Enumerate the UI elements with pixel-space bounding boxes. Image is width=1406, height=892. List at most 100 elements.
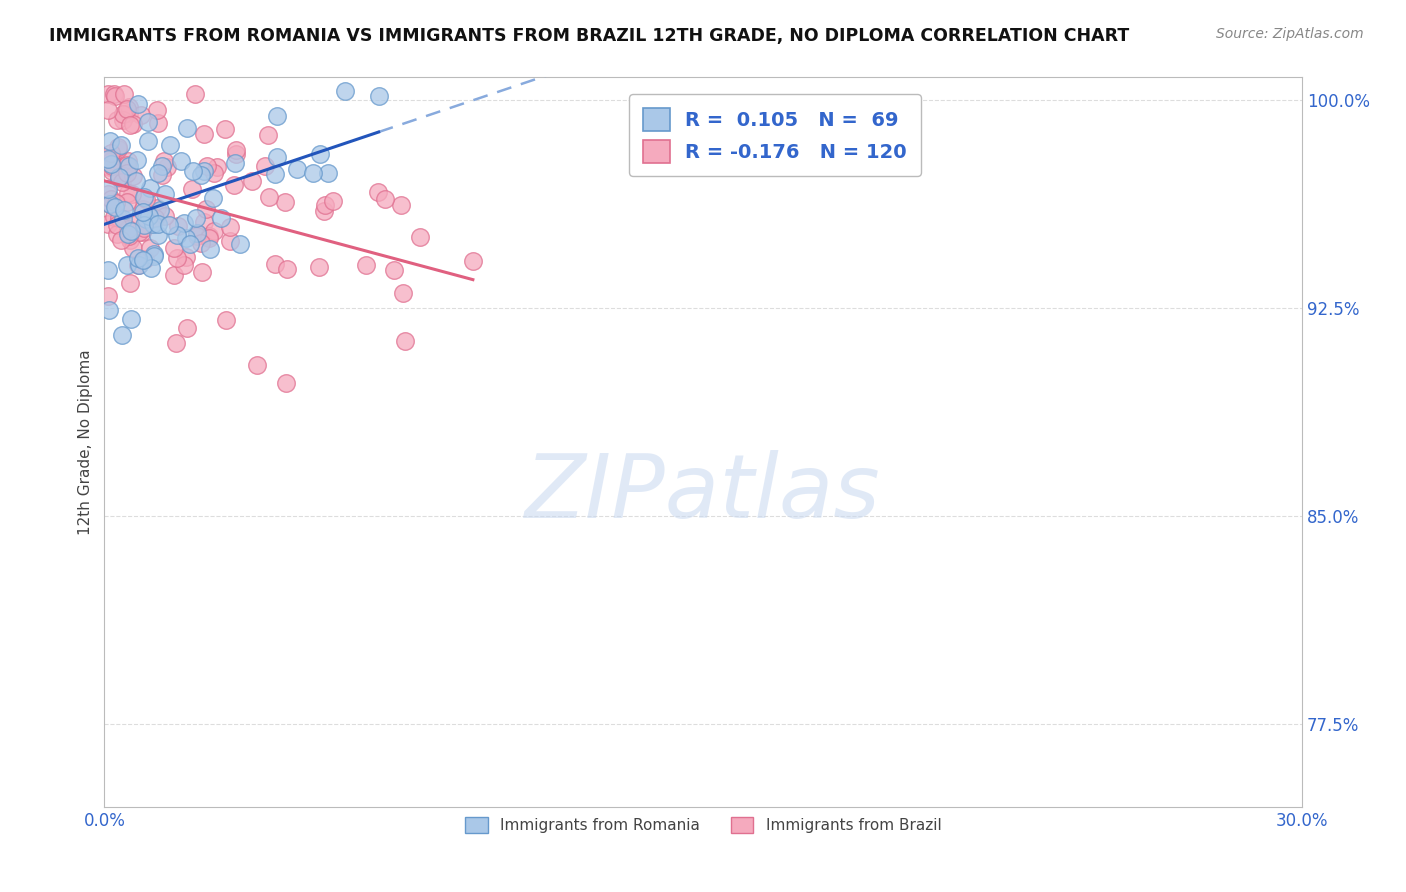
Point xyxy=(302,166,325,180)
Point xyxy=(285,161,308,176)
Point xyxy=(108,211,131,225)
Point xyxy=(105,218,128,232)
Point xyxy=(135,211,157,226)
Point xyxy=(112,107,135,121)
Point xyxy=(97,289,120,303)
Point xyxy=(163,268,186,282)
Point xyxy=(367,185,389,199)
Legend: Immigrants from Romania, Immigrants from Brazil: Immigrants from Romania, Immigrants from… xyxy=(458,811,948,839)
Point xyxy=(367,89,389,103)
Point xyxy=(117,227,139,242)
Point xyxy=(180,182,202,196)
Point xyxy=(219,234,242,248)
Point xyxy=(276,376,298,390)
Point xyxy=(100,157,122,171)
Point xyxy=(117,154,139,169)
Point xyxy=(135,193,157,207)
Point xyxy=(173,258,195,272)
Y-axis label: 12th Grade, No Diploma: 12th Grade, No Diploma xyxy=(79,350,93,535)
Point xyxy=(98,160,121,174)
Point xyxy=(143,247,166,261)
Point xyxy=(186,228,208,243)
Point xyxy=(97,263,120,277)
Point xyxy=(115,195,138,210)
Point xyxy=(139,260,162,275)
Point xyxy=(263,167,285,181)
Point xyxy=(308,260,330,274)
Point xyxy=(150,159,173,173)
Point xyxy=(100,192,122,206)
Point xyxy=(409,230,432,244)
Point xyxy=(127,153,149,167)
Point xyxy=(190,168,212,182)
Point xyxy=(335,84,357,98)
Point xyxy=(391,286,413,301)
Point xyxy=(308,147,330,161)
Point xyxy=(120,233,142,247)
Point xyxy=(150,168,173,182)
Point xyxy=(98,303,121,318)
Point xyxy=(98,134,121,148)
Point xyxy=(131,225,153,239)
Point xyxy=(276,262,298,277)
Point xyxy=(155,187,177,202)
Point xyxy=(97,186,120,201)
Point xyxy=(101,159,124,173)
Point xyxy=(136,134,159,148)
Point xyxy=(314,198,336,212)
Point xyxy=(167,219,190,234)
Point xyxy=(105,196,128,211)
Point xyxy=(174,231,197,245)
Point xyxy=(120,118,142,132)
Point xyxy=(100,198,122,212)
Point xyxy=(107,142,129,156)
Point xyxy=(257,128,280,142)
Point xyxy=(124,217,146,231)
Point xyxy=(198,229,221,244)
Point xyxy=(100,154,122,169)
Point xyxy=(110,138,132,153)
Point xyxy=(134,221,156,235)
Point xyxy=(202,191,225,205)
Point xyxy=(105,113,128,128)
Point xyxy=(198,231,221,245)
Point xyxy=(122,118,145,132)
Point xyxy=(120,224,142,238)
Point xyxy=(257,189,280,203)
Point xyxy=(132,202,155,216)
Point xyxy=(127,96,149,111)
Point xyxy=(156,160,179,174)
Point xyxy=(152,154,174,169)
Point xyxy=(374,192,396,206)
Point xyxy=(173,216,195,230)
Point xyxy=(97,103,120,118)
Point xyxy=(132,190,155,204)
Point xyxy=(138,209,160,223)
Point xyxy=(112,212,135,227)
Point xyxy=(193,215,215,229)
Point xyxy=(146,217,169,231)
Point xyxy=(127,252,149,266)
Point xyxy=(128,225,150,239)
Point xyxy=(97,182,120,196)
Text: IMMIGRANTS FROM ROMANIA VS IMMIGRANTS FROM BRAZIL 12TH GRADE, NO DIPLOMA CORRELA: IMMIGRANTS FROM ROMANIA VS IMMIGRANTS FR… xyxy=(49,27,1129,45)
Point xyxy=(103,211,125,225)
Point xyxy=(132,205,155,219)
Point xyxy=(134,252,156,266)
Point xyxy=(229,237,252,252)
Point xyxy=(115,160,138,174)
Point xyxy=(266,109,288,123)
Point xyxy=(118,229,141,244)
Point xyxy=(195,159,218,173)
Point xyxy=(170,154,193,169)
Point xyxy=(112,202,135,217)
Point xyxy=(205,160,228,174)
Point xyxy=(97,87,120,101)
Point xyxy=(186,226,208,240)
Point xyxy=(122,241,145,255)
Point xyxy=(118,106,141,120)
Point xyxy=(134,218,156,232)
Point xyxy=(103,87,125,101)
Point xyxy=(118,100,141,114)
Point xyxy=(97,217,120,231)
